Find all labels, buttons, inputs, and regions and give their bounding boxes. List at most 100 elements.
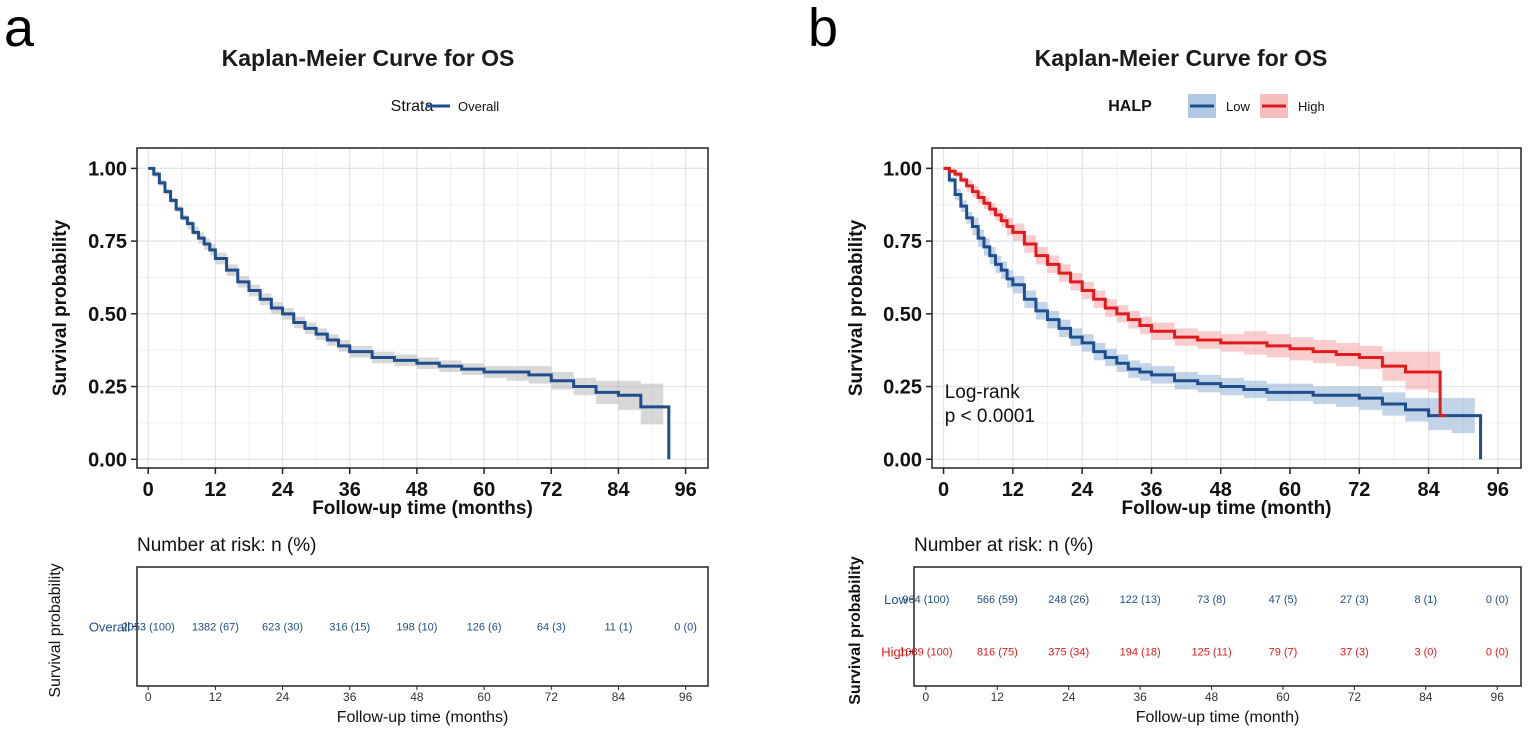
x-tick-label: 60: [473, 479, 495, 501]
risk-cell: 126 (6): [467, 622, 502, 634]
panel-letter: b: [808, 0, 838, 58]
x-tick-label: 84: [607, 479, 630, 501]
risk-cell: 1382 (67): [192, 622, 239, 634]
x-tick-label: 48: [1210, 479, 1232, 501]
risk-cell: 194 (18): [1120, 646, 1161, 658]
risk-x-tick-label: 60: [1276, 690, 1290, 704]
risk-cell: 2053 (100): [122, 622, 175, 634]
legend-label: High: [1298, 99, 1325, 114]
x-tick-label: 84: [1417, 479, 1440, 501]
risk-cell: 11 (1): [604, 622, 632, 634]
risk-x-tick-label: 12: [209, 690, 223, 704]
x-tick-label: 12: [204, 479, 226, 501]
x-axis-title: Follow-up time (month): [1121, 498, 1331, 519]
risk-cell: 3 (0): [1414, 646, 1437, 658]
x-tick-label: 96: [1487, 479, 1509, 501]
risk-cell: 316 (15): [329, 622, 370, 634]
panel-letter: a: [4, 0, 35, 58]
risk-x-tick-label: 0: [145, 690, 152, 704]
risk-cell: 73 (8): [1197, 594, 1226, 606]
risk-cell: 122 (13): [1120, 594, 1161, 606]
risk-cell: 375 (34): [1048, 646, 1089, 658]
risk-y-axis-title: Survival probability: [847, 556, 864, 705]
risk-x-tick-label: 0: [923, 690, 930, 704]
y-tick-label: 1.00: [883, 158, 922, 180]
plot-background: [137, 148, 708, 468]
x-tick-label: 12: [1002, 479, 1024, 501]
survival-curve-overall: [148, 166, 671, 460]
x-tick-label: 72: [540, 479, 562, 501]
risk-x-tick-label: 24: [276, 690, 290, 704]
risk-table-title: Number at risk: n (%): [137, 535, 316, 556]
legend-label: Overall: [458, 99, 499, 114]
risk-cell: 248 (26): [1048, 594, 1089, 606]
legend-title: Strata: [391, 98, 434, 115]
risk-cell: 79 (7): [1269, 646, 1298, 658]
risk-x-tick-label: 84: [1419, 690, 1433, 704]
risk-x-tick-label: 36: [1133, 690, 1147, 704]
plot-area: [136, 147, 709, 469]
x-tick-label: 96: [674, 479, 696, 501]
x-tick-label: 48: [406, 479, 428, 501]
y-tick-label: 0.75: [883, 231, 922, 253]
risk-x-tick-label: 12: [991, 690, 1005, 704]
survival-curve-low: [943, 166, 1483, 460]
legend: Strata Overall: [391, 98, 500, 115]
risk-x-axis-title: Follow-up time (month): [1136, 709, 1300, 726]
x-tick-label: 60: [1279, 479, 1301, 501]
risk-x-tick-label: 60: [477, 690, 491, 704]
risk-x-tick-label: 48: [410, 690, 424, 704]
chart-title: Kaplan-Meier Curve for OS: [222, 45, 515, 71]
x-axis-title: Follow-up time (months): [312, 498, 533, 519]
x-tick-label: 0: [938, 479, 949, 501]
risk-x-tick-label: 72: [1348, 690, 1362, 704]
y-axis-title: Survival probability: [846, 219, 867, 396]
risk-cell: 1089 (100): [899, 646, 952, 658]
legend: HALP Low High: [1108, 94, 1325, 118]
y-tick-label: 0.00: [88, 449, 127, 471]
risk-cell: 964 (100): [902, 594, 949, 606]
risk-cell: 816 (75): [977, 646, 1018, 658]
risk-cell: 27 (3): [1340, 594, 1369, 606]
risk-cell: 0 (0): [674, 622, 697, 634]
plot-frame: [931, 147, 1522, 469]
x-tick-label: 24: [271, 479, 294, 501]
risk-cell: 0 (0): [1486, 646, 1509, 658]
legend-label: Low: [1226, 99, 1250, 114]
plot-area: Log-rank p < 0.0001: [931, 147, 1522, 469]
y-tick-label: 0.50: [88, 304, 127, 326]
risk-row-label-high: High: [881, 644, 908, 659]
risk-x-tick-label: 84: [612, 690, 626, 704]
panel-a: a Kaplan-Meier Curve for OS Strata Overall 0…: [4, 0, 709, 726]
risk-cell: 198 (10): [396, 622, 437, 634]
x-tick-label: 0: [143, 479, 154, 501]
chart-title: Kaplan-Meier Curve for OS: [1035, 45, 1328, 71]
x-tick-label: 72: [1348, 479, 1370, 501]
risk-row-label-overall: Overall: [89, 620, 130, 635]
logrank-annotation: p < 0.0001: [945, 406, 1035, 427]
risk-cell: 47 (5): [1269, 594, 1298, 606]
x-tick-label: 36: [1140, 479, 1162, 501]
y-tick-label: 0.25: [883, 377, 922, 399]
x-tick-label: 36: [339, 479, 361, 501]
y-axis-title: Survival probability: [50, 219, 71, 396]
risk-cell: 125 (11): [1191, 646, 1231, 658]
y-tick-label: 0.75: [88, 231, 127, 253]
risk-table-title: Number at risk: n (%): [914, 535, 1093, 556]
risk-x-tick-label: 24: [1062, 690, 1076, 704]
risk-cell: 37 (3): [1340, 646, 1369, 658]
risk-cell: 566 (59): [977, 594, 1018, 606]
y-tick-label: 0.50: [883, 304, 922, 326]
plot-frame: [136, 147, 709, 469]
risk-x-tick-label: 96: [679, 690, 693, 704]
risk-table-frame: [136, 566, 709, 687]
x-tick-label: 24: [1071, 479, 1094, 501]
risk-cell: 64 (3): [537, 622, 566, 634]
y-tick-label: 0.00: [883, 449, 922, 471]
risk-x-axis-title: Follow-up time (months): [337, 709, 509, 726]
ci-band-low: [943, 168, 1475, 434]
risk-x-tick-label: 72: [545, 690, 559, 704]
risk-cell: 623 (30): [262, 622, 303, 634]
